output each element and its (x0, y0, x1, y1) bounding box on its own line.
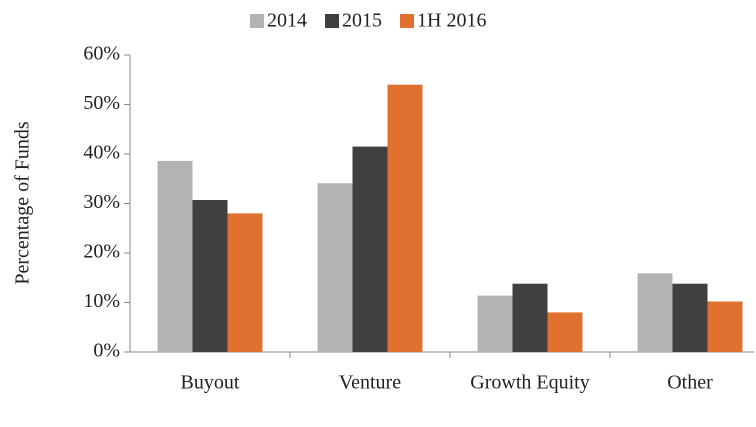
bar (157, 160, 193, 352)
legend-swatch (400, 14, 414, 28)
x-tick-label: Buyout (181, 372, 240, 394)
bar (387, 84, 423, 352)
bar (317, 183, 353, 352)
y-tick-label: 30% (83, 191, 120, 213)
legend-label: 2014 (267, 10, 307, 32)
bar (227, 213, 263, 352)
bar (547, 312, 583, 352)
x-tick-label: Other (667, 372, 713, 394)
bar (672, 283, 708, 352)
x-tick-label: Growth Equity (470, 372, 589, 394)
legend-swatch (250, 14, 264, 28)
bar (192, 200, 228, 352)
x-tick-label: Venture (339, 372, 401, 394)
bar (352, 146, 388, 352)
legend-swatch (325, 14, 339, 28)
bar (512, 283, 548, 352)
bar (477, 295, 513, 352)
y-tick-label: 10% (83, 290, 120, 312)
y-tick-label: 40% (83, 142, 120, 164)
y-tick-label: 50% (83, 92, 120, 114)
bar (707, 301, 743, 352)
y-tick-label: 0% (93, 340, 120, 362)
y-axis-label: Percentage of Funds (12, 121, 34, 285)
legend-label: 2015 (342, 10, 382, 32)
y-tick-label: 20% (83, 241, 120, 263)
legend-label: 1H 2016 (417, 10, 486, 32)
bar (637, 273, 673, 352)
y-tick-label: 60% (83, 43, 120, 65)
